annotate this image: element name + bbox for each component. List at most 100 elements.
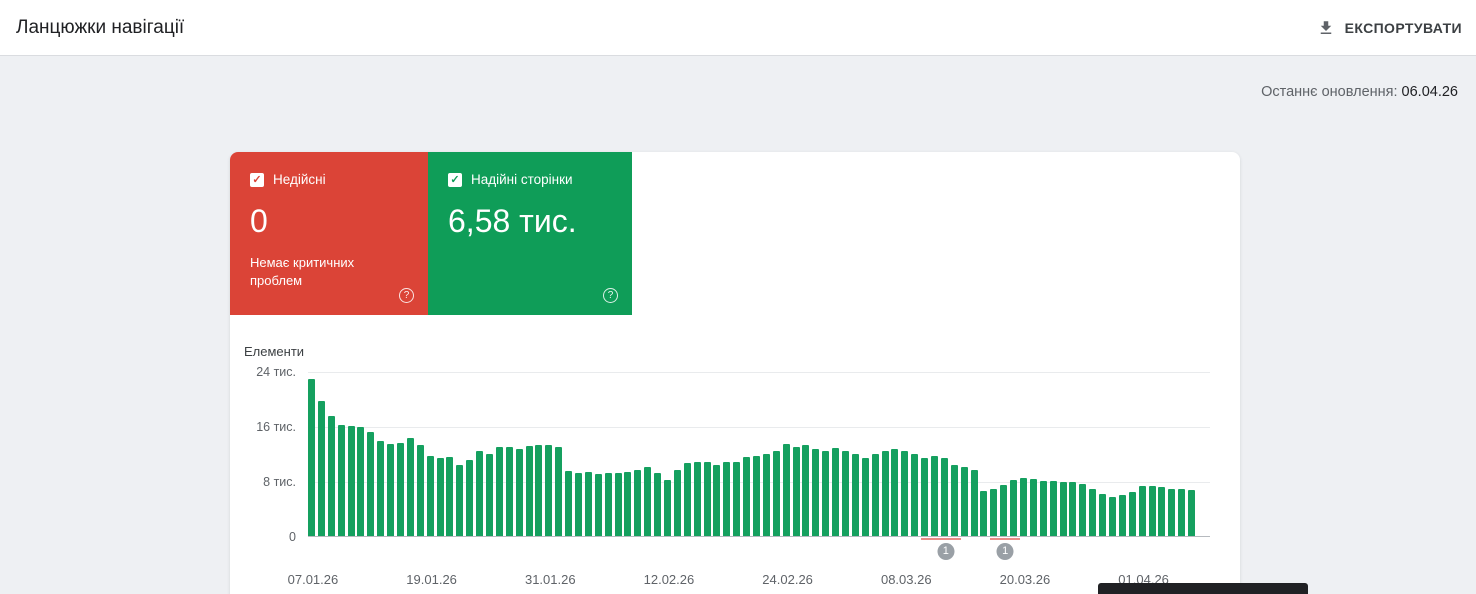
chart-bar[interactable] <box>1099 494 1107 536</box>
help-icon[interactable]: ? <box>399 288 414 303</box>
chart-bar[interactable] <box>1049 481 1057 536</box>
chart-bar[interactable] <box>703 462 711 536</box>
chart-bar[interactable] <box>901 451 909 536</box>
chart-bar[interactable] <box>723 461 731 536</box>
chart-bar[interactable] <box>960 467 968 536</box>
chart-bar[interactable] <box>1118 495 1126 536</box>
chart-bar[interactable] <box>1010 479 1018 536</box>
chart-bar[interactable] <box>327 416 335 536</box>
chart-bar[interactable] <box>495 447 503 536</box>
annotation-marker[interactable]: 1 <box>996 543 1014 560</box>
chart-bar[interactable] <box>416 444 424 536</box>
chart-bar[interactable] <box>535 444 543 536</box>
chart-bar[interactable] <box>822 450 830 536</box>
chart-bar[interactable] <box>1128 492 1136 536</box>
chart-bar[interactable] <box>624 472 632 536</box>
chart-bar[interactable] <box>466 460 474 536</box>
chart-bar[interactable] <box>654 472 662 536</box>
chart-bar[interactable] <box>377 441 385 536</box>
chart-bar[interactable] <box>525 445 533 536</box>
chart-bar[interactable] <box>584 472 592 536</box>
chart-bar[interactable] <box>762 453 770 536</box>
chart-bar[interactable] <box>317 401 325 536</box>
chart-bar[interactable] <box>802 445 810 536</box>
chart-bar[interactable] <box>673 470 681 536</box>
export-button[interactable]: ЕКСПОРТУВАТИ <box>1317 0 1462 56</box>
chart-bar[interactable] <box>1188 489 1196 536</box>
chart-bar[interactable] <box>367 431 375 536</box>
chart-bar[interactable] <box>347 426 355 536</box>
chart-bar[interactable] <box>426 456 434 536</box>
chart-bar[interactable] <box>1020 477 1027 536</box>
chart-bar[interactable] <box>1158 487 1166 536</box>
chart-bar[interactable] <box>990 488 998 536</box>
annotation-marker[interactable]: 1 <box>937 543 955 560</box>
chart-bar[interactable] <box>931 455 938 536</box>
chart-bar[interactable] <box>664 479 671 536</box>
chart-bar[interactable] <box>555 447 563 536</box>
chart-bar[interactable] <box>397 442 404 536</box>
chart-bar[interactable] <box>604 472 612 536</box>
chart-bar[interactable] <box>832 448 840 536</box>
chart-bar[interactable] <box>575 472 582 536</box>
chart-bar[interactable] <box>911 454 919 536</box>
chart-bar[interactable] <box>436 458 444 536</box>
chart-bar[interactable] <box>733 461 741 536</box>
chart-bar[interactable] <box>1000 485 1008 536</box>
chart-bar[interactable] <box>565 471 573 536</box>
chart-bar[interactable] <box>1089 488 1097 536</box>
chart-bar[interactable] <box>446 456 454 536</box>
help-icon[interactable]: ? <box>603 288 618 303</box>
chart-bar[interactable] <box>940 457 948 536</box>
chart-bar[interactable] <box>644 467 652 536</box>
chart-bar[interactable] <box>713 464 721 536</box>
chart-bar[interactable] <box>980 490 988 536</box>
chart-bar[interactable] <box>1109 496 1116 536</box>
items-bar-chart[interactable] <box>308 372 1210 537</box>
chart-bar[interactable] <box>812 448 820 536</box>
invalid-card[interactable]: ✓ Недійсні 0 Немає критичних проблем ? <box>230 152 428 315</box>
chart-bar[interactable] <box>851 453 859 536</box>
chart-bar[interactable] <box>515 449 523 536</box>
chart-bar[interactable] <box>693 461 701 536</box>
chart-bar[interactable] <box>545 445 553 536</box>
chart-bar[interactable] <box>1168 489 1176 536</box>
chart-bar[interactable] <box>683 463 691 536</box>
chart-bar[interactable] <box>1178 488 1186 536</box>
chart-bar[interactable] <box>970 470 978 536</box>
chart-bar[interactable] <box>1148 485 1156 536</box>
chart-bar[interactable] <box>891 448 899 536</box>
chart-bar[interactable] <box>387 443 395 536</box>
chart-bar[interactable] <box>594 474 602 536</box>
chart-bar[interactable] <box>308 379 315 536</box>
chart-bar[interactable] <box>486 454 493 536</box>
chart-bar[interactable] <box>634 470 642 536</box>
invalid-checkbox[interactable]: ✓ <box>250 172 264 187</box>
chart-bar[interactable] <box>950 464 958 536</box>
chart-bar[interactable] <box>1138 485 1146 536</box>
chart-bar[interactable] <box>1079 483 1087 536</box>
chart-bar[interactable] <box>476 450 484 536</box>
chart-bar[interactable] <box>1039 481 1047 536</box>
valid-card[interactable]: ✓ Надійні сторінки 6,58 тис. ? <box>428 152 632 315</box>
chart-bar[interactable] <box>842 450 849 536</box>
chart-bar[interactable] <box>782 443 790 536</box>
chart-bar[interactable] <box>1059 481 1067 536</box>
chart-bar[interactable] <box>792 447 800 536</box>
valid-checkbox[interactable]: ✓ <box>448 172 462 187</box>
chart-bar[interactable] <box>1069 482 1077 536</box>
chart-bar[interactable] <box>505 446 513 536</box>
chart-bar[interactable] <box>753 455 760 536</box>
chart-bar[interactable] <box>743 456 751 536</box>
chart-bar[interactable] <box>881 450 889 536</box>
chart-bar[interactable] <box>861 457 869 536</box>
chart-bar[interactable] <box>1029 478 1037 536</box>
chart-bar[interactable] <box>921 458 929 536</box>
chart-bar[interactable] <box>357 427 365 536</box>
chart-bar[interactable] <box>406 438 414 536</box>
chart-bar[interactable] <box>772 451 780 536</box>
chart-bar[interactable] <box>614 473 622 536</box>
chart-bar[interactable] <box>871 453 879 536</box>
chart-bar[interactable] <box>456 464 464 536</box>
chart-bar[interactable] <box>337 424 345 536</box>
